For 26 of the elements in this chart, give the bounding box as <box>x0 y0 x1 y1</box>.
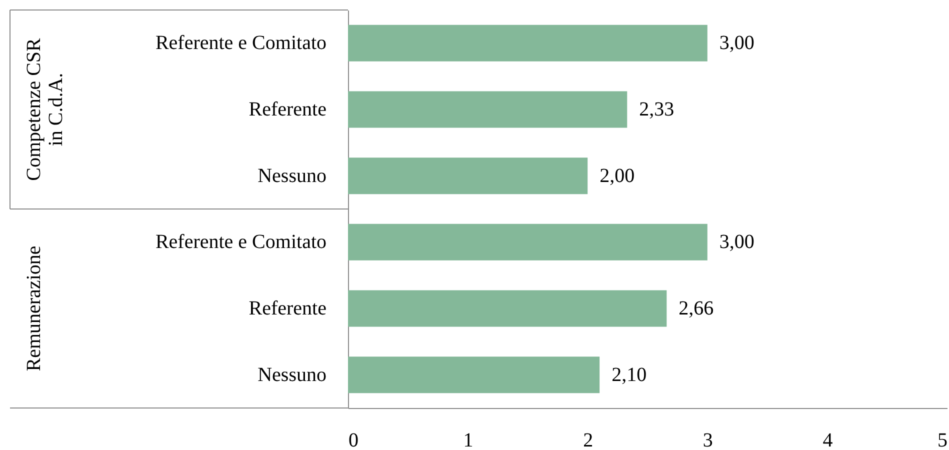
data-label: 2,66 <box>678 298 714 320</box>
y-tick-label: Referente e Comitato <box>155 231 326 254</box>
x-tick-label: 2 <box>583 430 594 450</box>
data-label: 3,00 <box>719 32 754 54</box>
bar <box>348 290 667 327</box>
text: Remunerazione <box>23 246 45 372</box>
x-tick-label: 3 <box>702 430 713 450</box>
text: Competenze CSR in C.d.A. <box>23 37 67 181</box>
bar <box>348 356 600 394</box>
y-tick-label: Referente <box>248 298 327 320</box>
y-tick-label: Nessuno <box>258 164 326 187</box>
x-tick-label: 5 <box>938 430 948 450</box>
bar <box>348 224 708 260</box>
bar <box>348 91 628 128</box>
x-tick-label: 1 <box>463 430 474 450</box>
y-tick-label: Referente <box>248 98 327 120</box>
bar <box>348 24 708 62</box>
data-label: 2,33 <box>639 98 674 120</box>
y-tick-label: Referente e Comitato <box>155 32 326 54</box>
bar <box>348 158 588 194</box>
data-label: 2,00 <box>600 164 635 187</box>
data-label: 2,10 <box>612 364 647 386</box>
x-tick-label: 0 <box>348 430 358 450</box>
x-tick-label: 4 <box>822 430 833 450</box>
y-tick-label: Nessuno <box>258 364 326 386</box>
data-label: 3,00 <box>719 231 754 254</box>
